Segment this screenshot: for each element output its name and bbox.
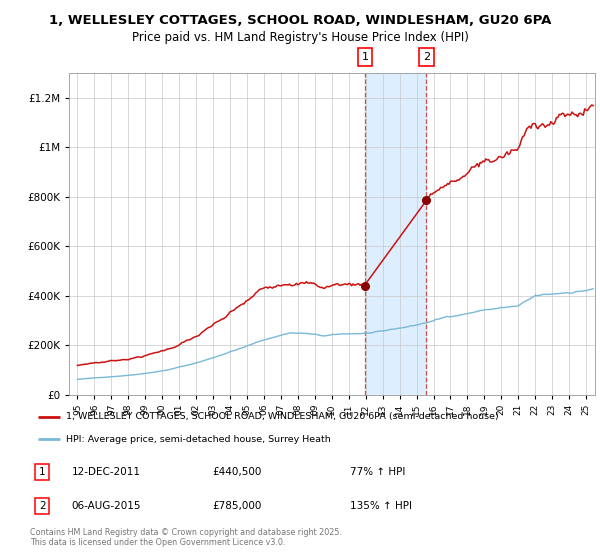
Text: Price paid vs. HM Land Registry's House Price Index (HPI): Price paid vs. HM Land Registry's House … [131, 31, 469, 44]
Text: Contains HM Land Registry data © Crown copyright and database right 2025.
This d: Contains HM Land Registry data © Crown c… [30, 528, 342, 547]
Text: 12-DEC-2011: 12-DEC-2011 [71, 467, 140, 477]
Text: 06-AUG-2015: 06-AUG-2015 [71, 501, 141, 511]
Bar [365, 73, 427, 395]
Text: 2: 2 [39, 501, 46, 511]
Text: HPI: Average price, semi-detached house, Surrey Heath: HPI: Average price, semi-detached house,… [66, 435, 331, 444]
Text: 1: 1 [39, 467, 46, 477]
Text: 1, WELLESLEY COTTAGES, SCHOOL ROAD, WINDLESHAM, GU20 6PA (semi-detached house): 1, WELLESLEY COTTAGES, SCHOOL ROAD, WIND… [66, 412, 499, 421]
Text: £440,500: £440,500 [212, 467, 262, 477]
Text: 2: 2 [423, 52, 430, 62]
Text: 135% ↑ HPI: 135% ↑ HPI [350, 501, 412, 511]
Text: 1: 1 [361, 52, 368, 62]
Text: 1, WELLESLEY COTTAGES, SCHOOL ROAD, WINDLESHAM, GU20 6PA: 1, WELLESLEY COTTAGES, SCHOOL ROAD, WIND… [49, 14, 551, 27]
Text: 77% ↑ HPI: 77% ↑ HPI [350, 467, 406, 477]
Text: £785,000: £785,000 [212, 501, 262, 511]
